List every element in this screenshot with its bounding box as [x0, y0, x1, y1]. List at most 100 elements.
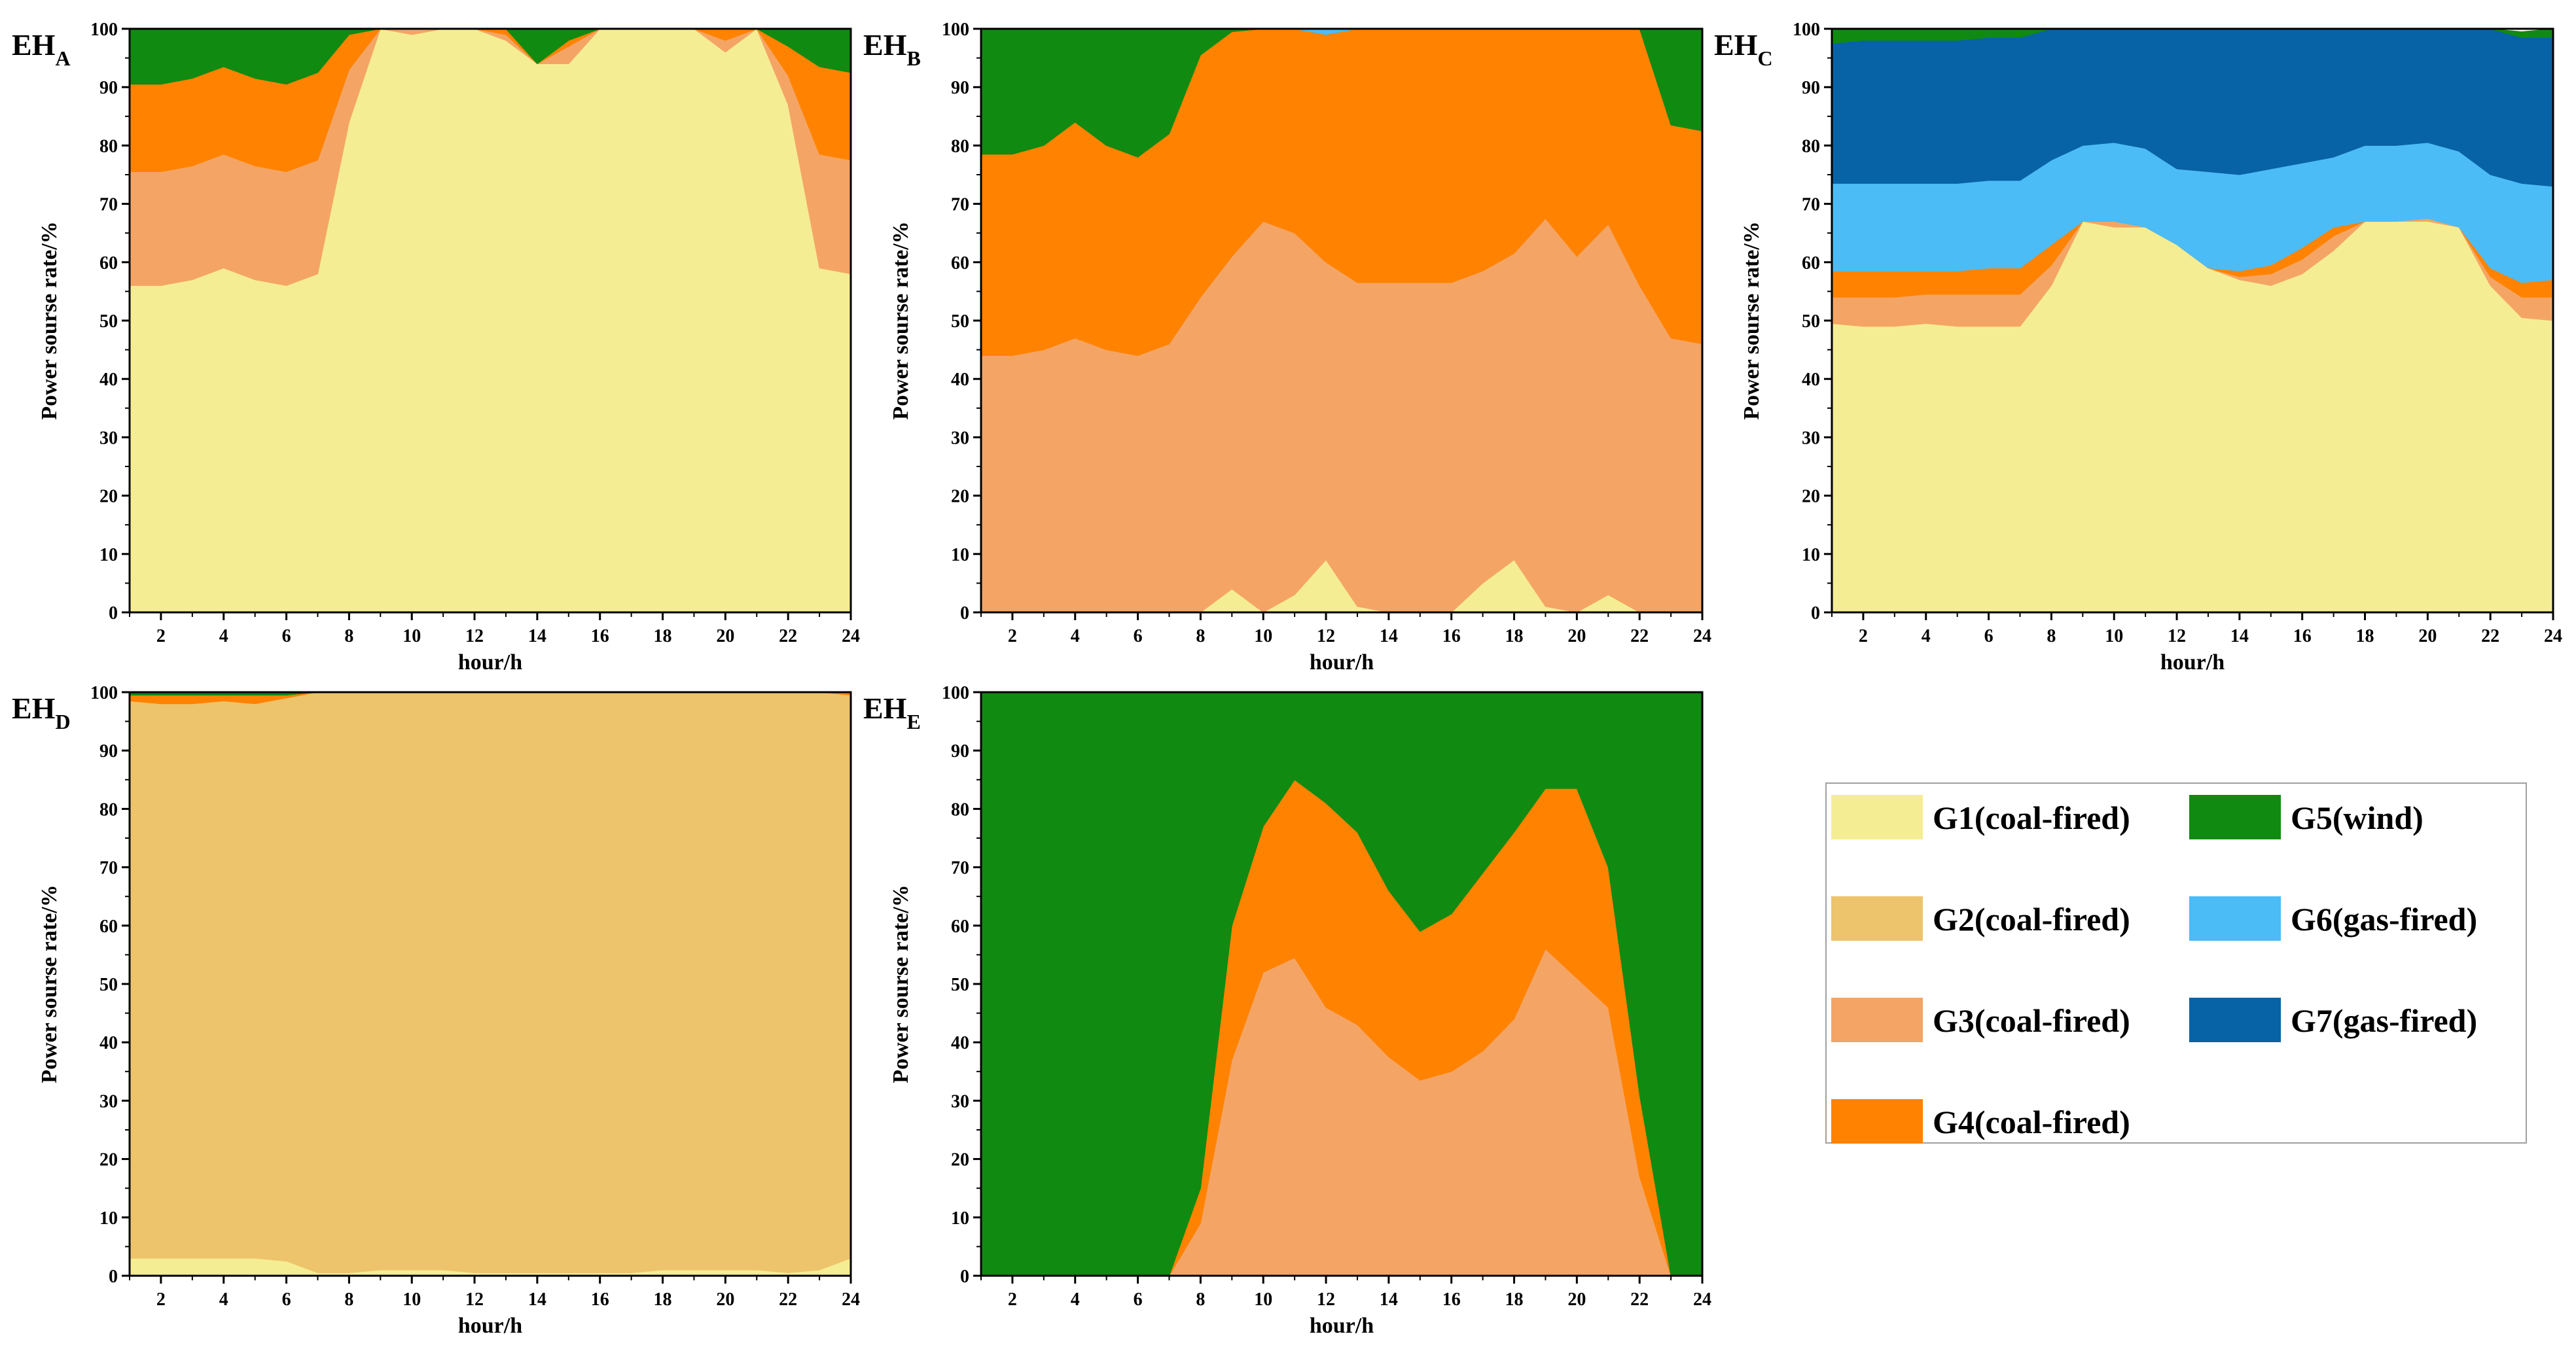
legend-swatch	[1831, 998, 1923, 1042]
y-tick-label: 20	[951, 487, 969, 507]
x-tick-label: 6	[1134, 626, 1143, 646]
y-tick-label: 100	[942, 683, 969, 703]
x-tick-label: 24	[2544, 626, 2562, 646]
x-tick-label: 4	[1922, 626, 1931, 646]
legend-item: G7(gas-fired)	[2189, 998, 2477, 1042]
x-tick-label: 8	[344, 1289, 353, 1310]
y-tick-label: 20	[99, 487, 118, 507]
x-tick-label: 20	[2418, 626, 2437, 646]
y-tick-label: 90	[1802, 78, 1820, 98]
x-tick-label: 22	[1630, 1289, 1649, 1310]
x-tick-label: 4	[219, 626, 228, 646]
legend: G1(coal-fired) G2(coal-fired) G3(coal-fire…	[1825, 782, 2527, 1144]
legend-label: G6(gas-fired)	[2291, 901, 2477, 938]
x-tick-label: 22	[779, 1289, 797, 1310]
x-tick-label: 2	[1008, 626, 1017, 646]
x-tick-label: 16	[591, 626, 609, 646]
y-axis-title: Power sourse rate/%	[1740, 221, 1764, 419]
panel-label: EHD	[12, 692, 71, 733]
y-tick-label: 90	[951, 78, 969, 98]
x-tick-label: 4	[1071, 626, 1080, 646]
y-tick-label: 0	[109, 603, 118, 623]
legend-label: G1(coal-fired)	[1933, 799, 2130, 836]
x-tick-label: 10	[402, 1289, 421, 1310]
y-tick-label: 70	[951, 195, 969, 215]
x-tick-label: 6	[282, 1289, 291, 1310]
y-tick-label: 100	[1793, 20, 1820, 40]
x-axis-title: hour/h	[458, 1314, 522, 1338]
legend-swatch	[2189, 998, 2281, 1042]
y-tick-label: 40	[99, 370, 118, 390]
x-tick-label: 14	[2230, 626, 2249, 646]
y-tick-label: 70	[1802, 195, 1820, 215]
x-tick-label: 14	[528, 1289, 546, 1310]
x-tick-label: 12	[1317, 1289, 1335, 1310]
legend-label: G5(wind)	[2291, 799, 2424, 836]
y-tick-label: 0	[109, 1267, 118, 1287]
y-tick-label: 100	[90, 683, 118, 703]
legend-swatch	[2189, 896, 2281, 941]
y-tick-label: 30	[99, 1091, 118, 1112]
y-tick-label: 40	[951, 370, 969, 390]
y-tick-label: 80	[951, 799, 969, 820]
x-tick-label: 16	[591, 1289, 609, 1310]
y-tick-label: 90	[99, 78, 118, 98]
x-tick-label: 20	[716, 1289, 734, 1310]
y-tick-label: 30	[951, 1091, 969, 1112]
y-axis-title: Power sourse rate/%	[889, 885, 913, 1083]
x-tick-label: 22	[2481, 626, 2499, 646]
y-tick-label: 0	[1811, 603, 1820, 623]
y-tick-label: 10	[1802, 545, 1820, 565]
x-tick-label: 18	[1505, 626, 1524, 646]
x-tick-label: 24	[1693, 626, 1711, 646]
y-tick-label: 60	[951, 253, 969, 273]
y-tick-label: 70	[99, 858, 118, 879]
x-tick-label: 8	[1196, 626, 1205, 646]
legend-swatch	[1831, 896, 1923, 941]
y-tick-label: 0	[960, 603, 969, 623]
y-tick-label: 50	[951, 975, 969, 995]
y-tick-label: 50	[99, 975, 118, 995]
x-tick-label: 22	[779, 626, 797, 646]
x-tick-label: 18	[654, 1289, 672, 1310]
y-tick-label: 30	[951, 428, 969, 448]
x-tick-label: 2	[1859, 626, 1868, 646]
x-tick-label: 6	[282, 626, 291, 646]
y-tick-label: 20	[99, 1150, 118, 1170]
x-tick-label: 8	[344, 626, 353, 646]
x-tick-label: 14	[1380, 1289, 1398, 1310]
x-tick-label: 4	[219, 1289, 228, 1310]
y-tick-label: 0	[960, 1267, 969, 1287]
y-tick-label: 60	[99, 253, 118, 273]
x-tick-label: 8	[2047, 626, 2056, 646]
y-tick-label: 40	[1802, 370, 1820, 390]
panel-label: EHE	[863, 692, 921, 733]
y-tick-label: 60	[99, 917, 118, 937]
y-tick-label: 80	[99, 136, 118, 156]
y-tick-label: 50	[99, 311, 118, 332]
x-tick-label: 16	[1442, 626, 1461, 646]
x-tick-label: 24	[842, 1289, 860, 1310]
x-axis-title: hour/h	[2160, 650, 2225, 675]
x-tick-label: 12	[1317, 626, 1335, 646]
legend-item: G6(gas-fired)	[2189, 896, 2477, 941]
x-tick-label: 14	[1380, 626, 1398, 646]
x-axis-title: hour/h	[1310, 1314, 1374, 1338]
y-tick-label: 80	[951, 136, 969, 156]
x-axis-title: hour/h	[458, 650, 522, 675]
x-tick-label: 20	[716, 626, 734, 646]
legend-item: G5(wind)	[2189, 795, 2424, 839]
panel-label: EHA	[12, 28, 71, 70]
y-tick-label: 80	[99, 799, 118, 820]
x-tick-label: 20	[1567, 1289, 1586, 1310]
x-tick-label: 6	[1134, 1289, 1143, 1310]
x-tick-label: 10	[1254, 626, 1272, 646]
legend-label: G3(coal-fired)	[1933, 1002, 2130, 1039]
y-axis-title: Power sourse rate/%	[889, 221, 913, 419]
x-tick-label: 2	[1008, 1289, 1017, 1310]
y-tick-label: 10	[951, 1208, 969, 1229]
